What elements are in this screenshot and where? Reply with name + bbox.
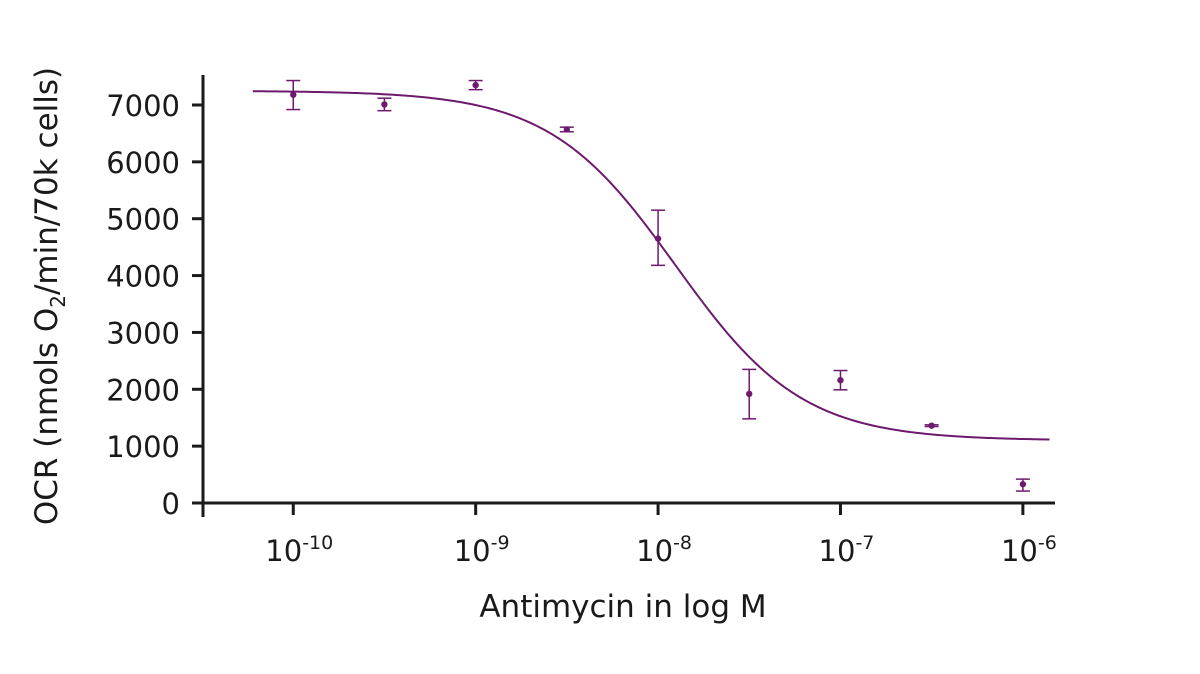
data-point bbox=[381, 101, 388, 108]
data-point-group bbox=[377, 97, 392, 112]
y-tick-label: 4000 bbox=[106, 260, 180, 294]
x-tick-exponent: -8 bbox=[673, 532, 692, 554]
data-point bbox=[928, 422, 935, 429]
x-tick-label: 10-8 bbox=[636, 532, 692, 568]
x-tick-base: 10 bbox=[819, 534, 856, 568]
x-tick-exponent: -10 bbox=[302, 532, 333, 554]
x-tick-base: 10 bbox=[1001, 534, 1038, 568]
x-tick-base: 10 bbox=[454, 534, 491, 568]
x-tick-label: 10-7 bbox=[819, 532, 875, 568]
data-point-group bbox=[468, 79, 483, 91]
data-point-group bbox=[833, 369, 848, 391]
x-axis-title: Antimycin in log M bbox=[479, 589, 766, 625]
fit-curve bbox=[252, 90, 1050, 441]
data-point-group bbox=[1015, 478, 1030, 492]
x-tick-label: 10-10 bbox=[265, 532, 333, 568]
data-point-group bbox=[559, 126, 574, 133]
x-tick-exponent: -9 bbox=[491, 532, 510, 554]
data-point bbox=[746, 390, 753, 398]
data-point bbox=[563, 126, 571, 133]
data-point bbox=[472, 81, 479, 89]
y-axis-title: OCR (nmols O2/min/70k cells) bbox=[29, 67, 70, 525]
y-title-main: OCR (nmols O bbox=[29, 308, 65, 525]
y-tick-label: 6000 bbox=[106, 146, 180, 180]
data-point-group bbox=[651, 209, 666, 267]
data-point-group bbox=[286, 79, 301, 111]
data-point bbox=[1019, 481, 1027, 488]
data-point bbox=[290, 91, 297, 98]
fit-curve-group bbox=[252, 90, 1050, 441]
y-tick-label: 1000 bbox=[106, 430, 180, 464]
x-axis-ticks: 10-10 10-9 10-8 10-7 10-6 bbox=[265, 503, 1057, 568]
data-point bbox=[837, 376, 844, 384]
x-tick-label: 10-6 bbox=[1001, 532, 1057, 568]
x-tick-exponent: -7 bbox=[855, 532, 874, 554]
y-tick-label: 3000 bbox=[106, 316, 180, 350]
x-tick-base: 10 bbox=[636, 534, 673, 568]
x-tick-exponent: -6 bbox=[1038, 532, 1057, 554]
x-tick-label: 10-9 bbox=[454, 532, 510, 568]
data-point-group bbox=[924, 422, 939, 429]
y-tick-label: 7000 bbox=[106, 89, 180, 123]
data-points bbox=[286, 79, 1030, 492]
data-point-group bbox=[742, 368, 757, 420]
data-point bbox=[654, 235, 662, 242]
y-axis-ticks: 0 1000 2000 3000 4000 5000 6000 7000 bbox=[106, 89, 203, 521]
y-tick-label: 0 bbox=[162, 487, 180, 521]
x-tick-base: 10 bbox=[265, 534, 302, 568]
y-tick-label: 5000 bbox=[106, 203, 180, 237]
y-tick-label: 2000 bbox=[106, 373, 180, 407]
y-title-subscript: 2 bbox=[46, 295, 70, 308]
y-title-rest: /min/70k cells) bbox=[29, 67, 65, 295]
